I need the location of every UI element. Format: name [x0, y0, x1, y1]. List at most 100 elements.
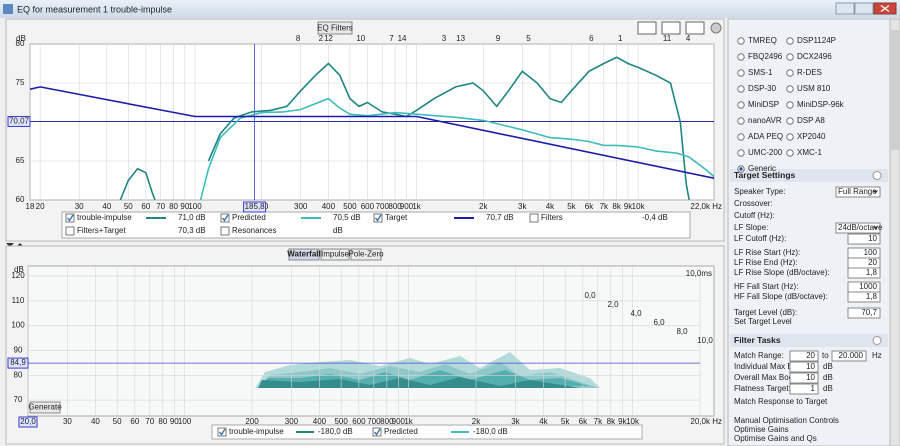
radio-button[interactable] [786, 101, 794, 109]
radio-button[interactable] [737, 37, 745, 45]
radio-button[interactable] [737, 53, 745, 61]
input-value[interactable]: 1 [811, 384, 816, 393]
x-tick-label: 600 [352, 417, 366, 426]
select-box[interactable] [835, 186, 881, 198]
maximize-button[interactable] [854, 2, 874, 15]
device-name[interactable]: DSP1124P [797, 36, 836, 45]
radio-button[interactable] [786, 85, 794, 93]
radio-button[interactable] [786, 133, 794, 141]
input-value[interactable]: 1000 [859, 282, 877, 291]
device-name[interactable]: DSP A8 [797, 116, 825, 125]
input-value[interactable]: 1,8 [866, 292, 878, 301]
checkbox[interactable] [65, 213, 75, 223]
device-name[interactable]: XMC-1 [797, 148, 822, 157]
input-value[interactable]: 10 [868, 234, 877, 243]
tab-button[interactable] [350, 248, 382, 261]
field-label: Individual Max Boost: [734, 362, 810, 371]
device-name[interactable]: Generic [748, 164, 776, 173]
generate-label[interactable]: Generate [28, 403, 62, 412]
grid-icon[interactable] [661, 21, 681, 35]
scroll-thumb[interactable] [891, 30, 899, 150]
tab-label[interactable]: Waterfall [287, 250, 321, 259]
zoom-icon[interactable] [637, 21, 657, 35]
input-box[interactable] [831, 350, 867, 362]
legend-name: trouble-impulse [77, 213, 132, 222]
device-name[interactable]: TMREQ [748, 36, 777, 45]
input-box[interactable] [789, 361, 819, 373]
minimize-button[interactable] [835, 2, 855, 15]
tab-button[interactable] [320, 248, 350, 261]
fit-icon[interactable] [685, 21, 705, 35]
device-name[interactable]: UMC-200 [748, 148, 783, 157]
tab-button[interactable] [288, 248, 320, 261]
input-box[interactable] [789, 350, 819, 362]
radio-button[interactable] [786, 149, 794, 157]
x-tick-label: 70 [145, 417, 154, 426]
radio-button[interactable] [737, 85, 745, 93]
device-name[interactable]: nanoAVR [748, 116, 782, 125]
x-tick-label: 700 [367, 417, 381, 426]
action-link[interactable]: Match Response to Target [734, 397, 828, 406]
filter-number: 11 [663, 34, 672, 43]
device-name[interactable]: MiniDSP-96k [797, 100, 845, 109]
input-value[interactable]: 10 [806, 362, 815, 371]
radio-button[interactable] [737, 117, 745, 125]
radio-button[interactable] [786, 117, 794, 125]
input-box[interactable] [847, 307, 881, 319]
action-link[interactable]: Optimise Gains and Qs [734, 434, 817, 443]
eq-filters-label[interactable]: EQ Filters [317, 24, 353, 33]
action-link[interactable]: Set Target Level [734, 317, 792, 326]
device-name[interactable]: USM 810 [797, 84, 831, 93]
device-name[interactable]: R-DES [797, 68, 822, 77]
radio-button[interactable] [786, 53, 794, 61]
checkbox[interactable] [217, 427, 227, 437]
action-link[interactable]: Optimise Gains [734, 425, 789, 434]
input-box[interactable] [789, 372, 819, 384]
input-value[interactable]: 10 [806, 373, 815, 382]
checkbox[interactable] [220, 226, 230, 236]
action-link[interactable]: Manual Optimisation Controls [734, 416, 839, 425]
input-value[interactable]: 20 [868, 258, 877, 267]
select-value[interactable]: Full Range [838, 187, 877, 196]
input-value[interactable]: 70,7 [861, 308, 877, 317]
checkbox[interactable] [529, 213, 539, 223]
tab-label[interactable]: Pole-Zero [348, 250, 384, 259]
device-name[interactable]: XP2040 [797, 132, 826, 141]
x-tick-label: 30 [63, 417, 72, 426]
input-value[interactable]: 1,8 [866, 268, 878, 277]
input-box[interactable] [789, 383, 819, 395]
input-value[interactable]: 20.000 [839, 351, 864, 360]
collapse-button[interactable] [872, 171, 882, 180]
radio-button[interactable] [737, 149, 745, 157]
radio-button[interactable] [737, 133, 745, 141]
radio-button[interactable] [786, 69, 794, 77]
select-box[interactable] [835, 222, 881, 234]
input-box[interactable] [847, 233, 881, 245]
scrollbar[interactable] [889, 18, 900, 446]
y-tick-label: 65 [16, 156, 25, 165]
x-tick-label: 300 [294, 202, 308, 211]
device-name[interactable]: FBQ2496 [748, 52, 783, 61]
radio-button[interactable] [786, 37, 794, 45]
input-box[interactable] [847, 267, 881, 279]
radio-button[interactable] [737, 69, 745, 77]
checkbox[interactable] [373, 213, 383, 223]
device-name[interactable]: ADA PEQ [748, 132, 783, 141]
settings-icon[interactable] [710, 22, 722, 34]
select-value[interactable]: 24dB/octave [838, 223, 883, 232]
radio-button[interactable] [737, 101, 745, 109]
checkbox[interactable] [65, 226, 75, 236]
checkbox[interactable] [220, 213, 230, 223]
checkbox[interactable] [372, 427, 382, 437]
input-box[interactable] [847, 291, 881, 303]
tab-label[interactable]: Impulse [321, 250, 350, 259]
eq-filters-button[interactable] [317, 21, 353, 35]
generate-button[interactable] [29, 401, 61, 414]
device-name[interactable]: SMS-1 [748, 68, 773, 77]
collapse-button[interactable] [872, 336, 882, 345]
device-name[interactable]: MiniDSP [748, 100, 779, 109]
device-name[interactable]: DCX2496 [797, 52, 832, 61]
input-value[interactable]: 20 [806, 351, 815, 360]
device-name[interactable]: DSP-30 [748, 84, 777, 93]
input-value[interactable]: 100 [864, 248, 878, 257]
